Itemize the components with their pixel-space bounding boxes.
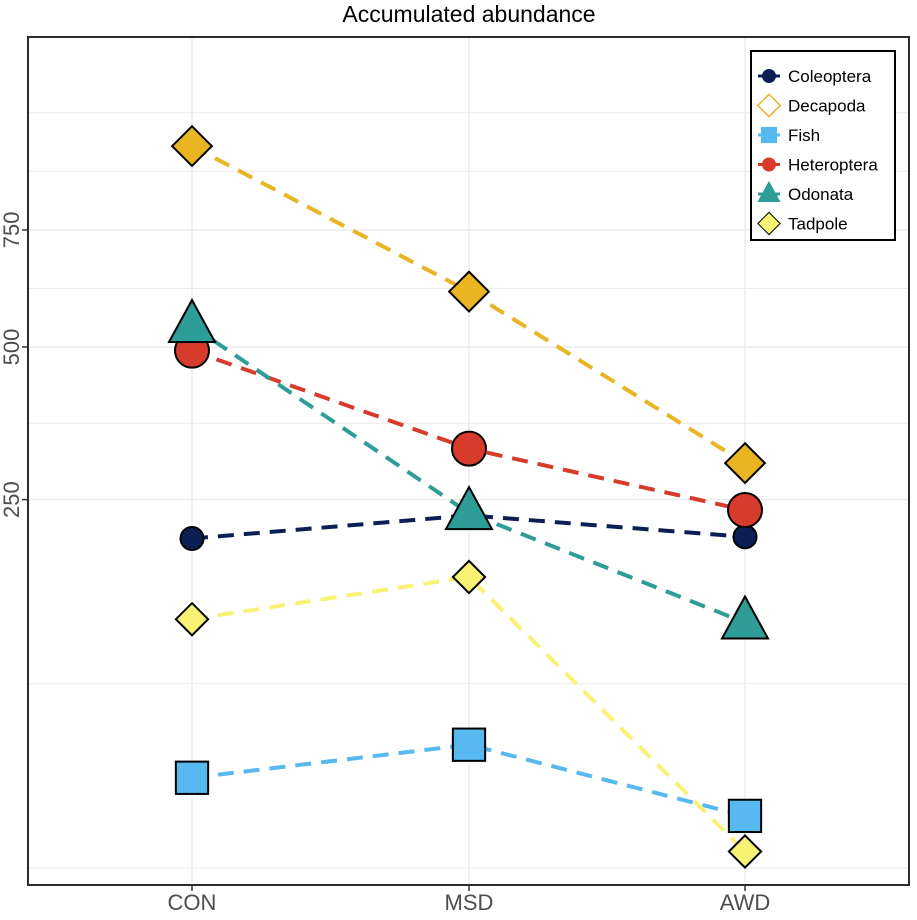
data-point-odonata-awd <box>720 594 770 640</box>
legend-label: Coleoptera <box>788 67 872 86</box>
y-tick-label: 750 <box>0 212 24 249</box>
data-point-tadpole-awd <box>727 833 763 870</box>
data-point-fish-con <box>174 760 210 795</box>
data-point-decapoda-msd <box>447 270 491 313</box>
data-point-odonata-con <box>167 297 217 344</box>
legend-item-heteroptera: Heteroptera <box>758 156 878 175</box>
legend-box <box>750 50 896 241</box>
data-point-tadpole-msd <box>451 559 487 595</box>
legend-item-odonata: Odonata <box>757 180 854 204</box>
data-point-coleoptera-awd <box>732 524 758 550</box>
series-markers <box>167 124 770 870</box>
data-point-heteroptera-awd <box>727 492 763 529</box>
legend-item-decapoda: Decapoda <box>756 93 866 118</box>
data-point-decapoda-awd <box>723 441 767 485</box>
data-point-fish-msd <box>451 727 487 762</box>
y-axis: 250 500 750 <box>0 212 28 518</box>
legend-label: Decapoda <box>788 97 866 116</box>
legend-key-marker <box>762 157 776 172</box>
legend-item-coleoptera: Coleoptera <box>758 67 872 86</box>
data-point-tadpole-con <box>174 601 210 637</box>
legend-key-marker <box>760 126 778 144</box>
y-tick-label: 500 <box>0 329 24 366</box>
legend-key-marker <box>762 69 776 83</box>
data-point-heteroptera-msd <box>451 430 487 467</box>
data-point-coleoptera-con <box>179 525 205 551</box>
y-tick-label: 250 <box>0 481 24 518</box>
x-axis: CON MSD AWD <box>168 885 771 915</box>
legend-label: Fish <box>788 126 820 145</box>
series-line-coleoptera <box>191 513 746 541</box>
legend-key-marker <box>756 93 782 118</box>
legend-label: Tadpole <box>788 215 848 234</box>
series-line-tadpole <box>191 574 747 853</box>
legend: Coleoptera Decapoda Fish Heteroptera Odonata… <box>750 50 896 241</box>
legend-label: Heteroptera <box>788 156 878 175</box>
x-tick-label-awd: AWD <box>720 890 771 915</box>
legend-key-marker <box>757 180 781 202</box>
series-line-odonata <box>190 324 746 625</box>
chart-title: Accumulated abundance <box>342 1 595 27</box>
x-tick-label-msd: MSD <box>445 890 494 915</box>
legend-key-marker <box>757 211 781 236</box>
legend-item-tadpole: Tadpole <box>757 211 848 236</box>
data-point-decapoda-con <box>170 124 214 168</box>
series-line-fish <box>191 742 746 818</box>
x-tick-label-con: CON <box>168 890 217 915</box>
series-lines <box>190 144 747 853</box>
legend-item-fish: Fish <box>758 126 820 145</box>
data-point-odonata-msd <box>444 484 494 531</box>
data-point-fish-awd <box>727 798 763 834</box>
legend-label: Odonata <box>788 185 854 204</box>
